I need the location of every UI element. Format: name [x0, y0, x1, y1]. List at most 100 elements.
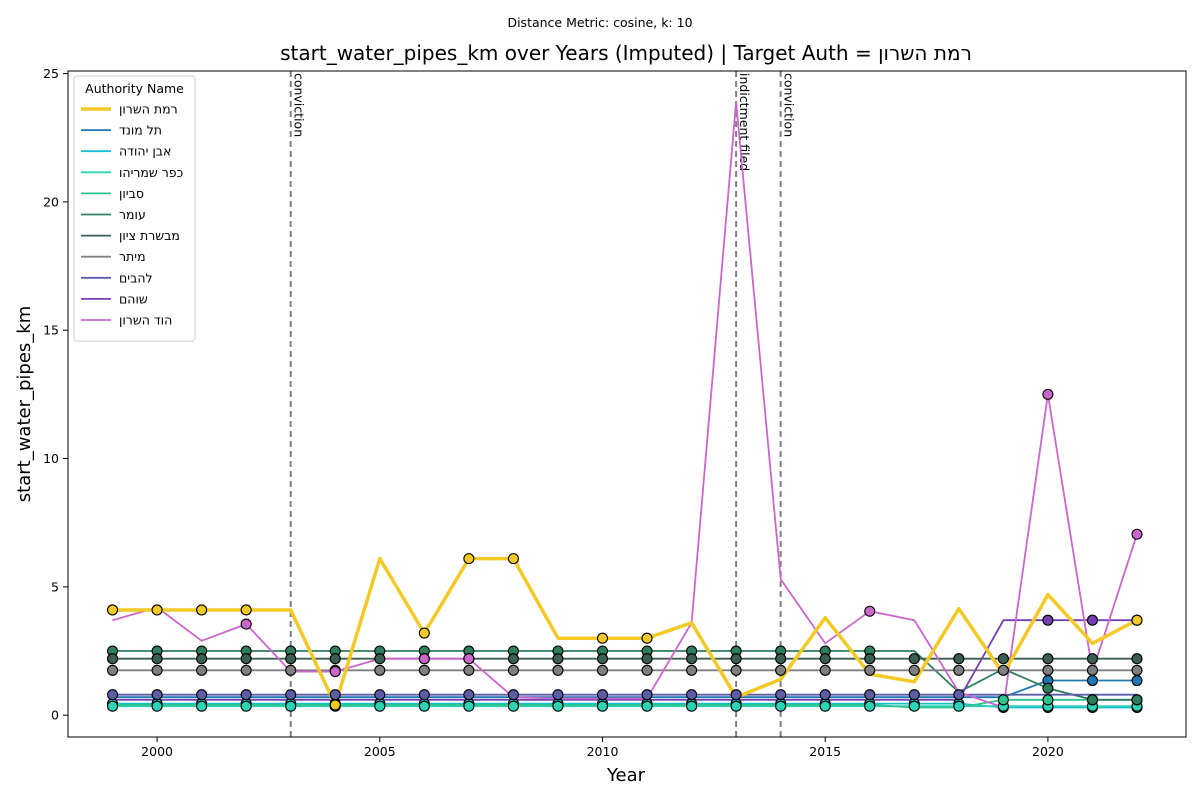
data-point: [686, 664, 698, 676]
data-point: [775, 664, 787, 676]
data-point: [196, 689, 208, 701]
data-point: [1042, 664, 1054, 676]
data-point: [819, 664, 831, 676]
data-point: [196, 653, 208, 665]
data-point: [507, 689, 519, 701]
data-point: [997, 664, 1009, 676]
data-point: [418, 700, 430, 712]
data-point: [953, 653, 965, 665]
data-point: [240, 653, 252, 665]
data-point: [596, 632, 609, 644]
data-point: [1042, 682, 1054, 694]
data-point: [374, 689, 386, 701]
data-point: [1086, 614, 1099, 626]
data-point: [1131, 664, 1143, 676]
data-point: [1042, 694, 1054, 706]
data-point: [686, 689, 698, 701]
legend-title: Authority Name: [85, 81, 184, 96]
data-point: [463, 700, 475, 712]
data-point: [641, 632, 653, 644]
data-point: [1131, 528, 1143, 540]
data-point: [730, 664, 742, 676]
data-point: [463, 664, 475, 676]
data-point: [953, 664, 965, 676]
data-point: [1131, 694, 1143, 706]
legend-entry: אבן יהודה: [119, 144, 171, 159]
data-point: [1086, 674, 1099, 687]
data-point: [596, 653, 609, 665]
data-point: [864, 700, 876, 712]
x-tick-label: 2005: [364, 744, 396, 759]
data-point: [775, 700, 787, 712]
event-label: conviction: [292, 73, 307, 137]
data-point: [1042, 388, 1054, 400]
data-point: [775, 653, 787, 665]
series-line: [112, 698, 1137, 709]
data-point: [1086, 664, 1099, 676]
data-point: [285, 700, 297, 712]
data-point: [552, 700, 564, 712]
data-point: [775, 689, 787, 701]
data-point: [1086, 653, 1099, 665]
data-point: [864, 689, 876, 701]
data-point: [730, 700, 742, 712]
data-point: [1042, 614, 1054, 626]
data-point: [596, 689, 609, 701]
data-point: [196, 604, 208, 616]
data-point: [953, 689, 965, 701]
data-point: [1086, 694, 1099, 706]
data-point: [151, 664, 163, 676]
data-point: [686, 653, 698, 665]
data-point: [329, 699, 341, 711]
y-tick-label: 0: [51, 708, 59, 723]
data-point: [418, 627, 430, 639]
event-label: conviction: [782, 73, 797, 137]
series-line: [112, 619, 1137, 701]
data-point: [463, 553, 475, 565]
data-point: [374, 653, 386, 665]
data-point: [240, 664, 252, 676]
data-point: [596, 700, 609, 712]
legend-entry: מיתר: [119, 249, 146, 264]
data-point: [507, 653, 519, 665]
data-point: [329, 666, 341, 678]
plot-frame: [67, 70, 1187, 738]
data-point: [552, 664, 564, 676]
legend-entry: תל מונד: [119, 123, 162, 138]
legend-entry: עומר: [119, 207, 146, 222]
data-point: [1131, 614, 1143, 626]
data-point: [596, 664, 609, 676]
data-point: [196, 664, 208, 676]
data-point: [329, 653, 341, 665]
data-point: [908, 689, 920, 701]
legend-entry: כפר שמריהו: [119, 165, 183, 180]
chart-supertitle: Distance Metric: cosine, k: 10: [507, 15, 692, 30]
legend-entry: הוד השרון: [119, 313, 172, 328]
data-point: [730, 653, 742, 665]
data-point: [1131, 674, 1143, 687]
data-point: [106, 604, 119, 616]
data-point: [418, 689, 430, 701]
data-point: [240, 689, 252, 701]
data-point: [106, 689, 119, 701]
x-axis-label: Year: [606, 765, 646, 786]
y-tick-label: 15: [43, 323, 59, 338]
data-point: [953, 700, 965, 712]
legend-entry: להבים: [119, 270, 153, 285]
data-point: [463, 653, 475, 665]
data-point: [641, 700, 653, 712]
data-point: [285, 689, 297, 701]
data-point: [908, 653, 920, 665]
data-point: [106, 653, 119, 665]
data-point: [240, 618, 252, 630]
series-line: [112, 702, 1137, 709]
data-point: [106, 664, 119, 676]
data-point: [864, 664, 876, 676]
y-tick-label: 25: [43, 66, 59, 81]
data-point: [819, 700, 831, 712]
data-point: [864, 605, 876, 617]
data-point: [908, 700, 920, 712]
series-line: [112, 100, 1138, 709]
legend: Authority Name רמת השרון תל מונד אבן יהודה כ…: [73, 75, 196, 342]
